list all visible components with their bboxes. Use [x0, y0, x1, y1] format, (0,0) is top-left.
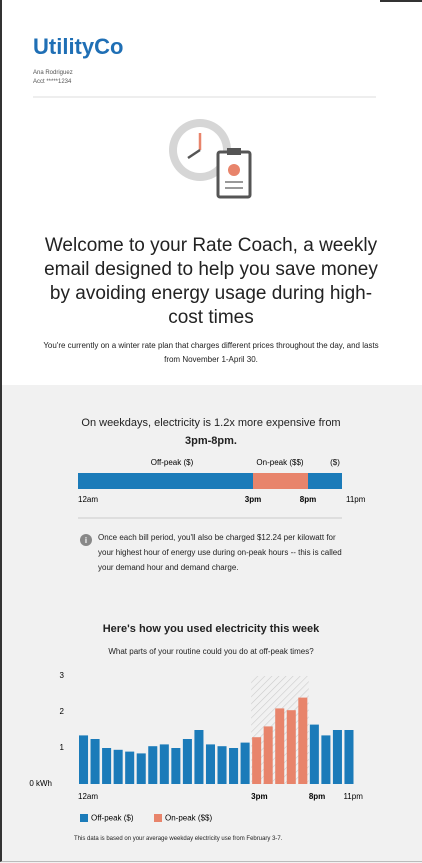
customer-name: Ana Rodriguez — [33, 70, 73, 76]
x-tick-label: 8pm — [309, 792, 325, 801]
rate-timeline — [78, 473, 342, 489]
time-label: 8pm — [300, 495, 316, 504]
account: Acct *****1234 — [33, 79, 72, 85]
legend-label: On-peak ($$) — [165, 814, 212, 823]
bar — [194, 730, 204, 784]
rate-headline: On weekdays, electricity is 1.2x more ex… — [81, 417, 341, 429]
bar — [332, 730, 342, 784]
time-label: 3pm — [245, 495, 261, 504]
x-tick-label: 3pm — [251, 792, 267, 801]
legend-swatch — [80, 814, 88, 822]
y-tick-label: 3 — [60, 671, 65, 680]
bar — [125, 751, 135, 784]
bar — [263, 726, 273, 784]
info-icon: i — [85, 536, 87, 545]
legend-label: Off-peak ($) — [91, 814, 134, 823]
frame — [380, 0, 422, 2]
bar — [321, 735, 331, 784]
bar — [159, 744, 169, 784]
bar — [79, 735, 89, 784]
heading: Welcome to your Rate Coach, a weekly ema… — [44, 235, 378, 328]
bar — [240, 742, 250, 784]
chart-subtitle: What parts of your routine could you do … — [108, 647, 314, 656]
intro-text: You're currently on a winter rate plan t… — [43, 341, 379, 364]
bar — [113, 749, 123, 784]
y-tick-label: 1 — [60, 743, 65, 752]
time-label: 12am — [78, 495, 98, 504]
bar — [90, 739, 100, 784]
bar — [252, 737, 262, 784]
bar — [205, 744, 215, 784]
bar — [309, 724, 319, 784]
x-tick-label: 11pm — [343, 792, 363, 801]
usage-chart: 0 kWh 1 2 3 12am 3pm 8pm 11pm Off-peak ($) On-pea… — [29, 671, 363, 823]
rate-peak: 3pm-8pm. — [185, 435, 237, 447]
legend-swatch — [154, 814, 162, 822]
time-label: 11pm — [346, 495, 366, 504]
bar — [344, 730, 354, 784]
bar — [148, 746, 158, 784]
bar — [217, 746, 227, 784]
bar — [298, 697, 308, 784]
rate-headline: On weekdays, electricity is 1.2x more ex… — [76, 414, 346, 450]
bar — [182, 739, 192, 784]
chart-title: Here's how you used electricity this wee… — [102, 623, 320, 635]
segment-label: ($) — [330, 458, 340, 467]
segment-label: On-peak ($$) — [256, 458, 303, 467]
bar — [136, 753, 146, 784]
bar — [275, 708, 285, 784]
icon — [169, 119, 252, 199]
bar — [171, 748, 181, 784]
bar — [286, 710, 296, 784]
y-tick-label: 0 kWh — [29, 779, 52, 788]
x-tick-label: 12am — [78, 792, 98, 801]
info-icon — [80, 534, 92, 546]
bar — [102, 748, 112, 784]
bar — [229, 748, 239, 784]
brand: UtilityCo — [33, 34, 124, 59]
demand-note: Once each bill period, you'll also be ch… — [98, 533, 342, 572]
y-tick-label: 2 — [60, 707, 65, 716]
segment-label: Off-peak ($) — [151, 458, 194, 467]
footnote: This data is based on your average weekd… — [74, 836, 283, 842]
